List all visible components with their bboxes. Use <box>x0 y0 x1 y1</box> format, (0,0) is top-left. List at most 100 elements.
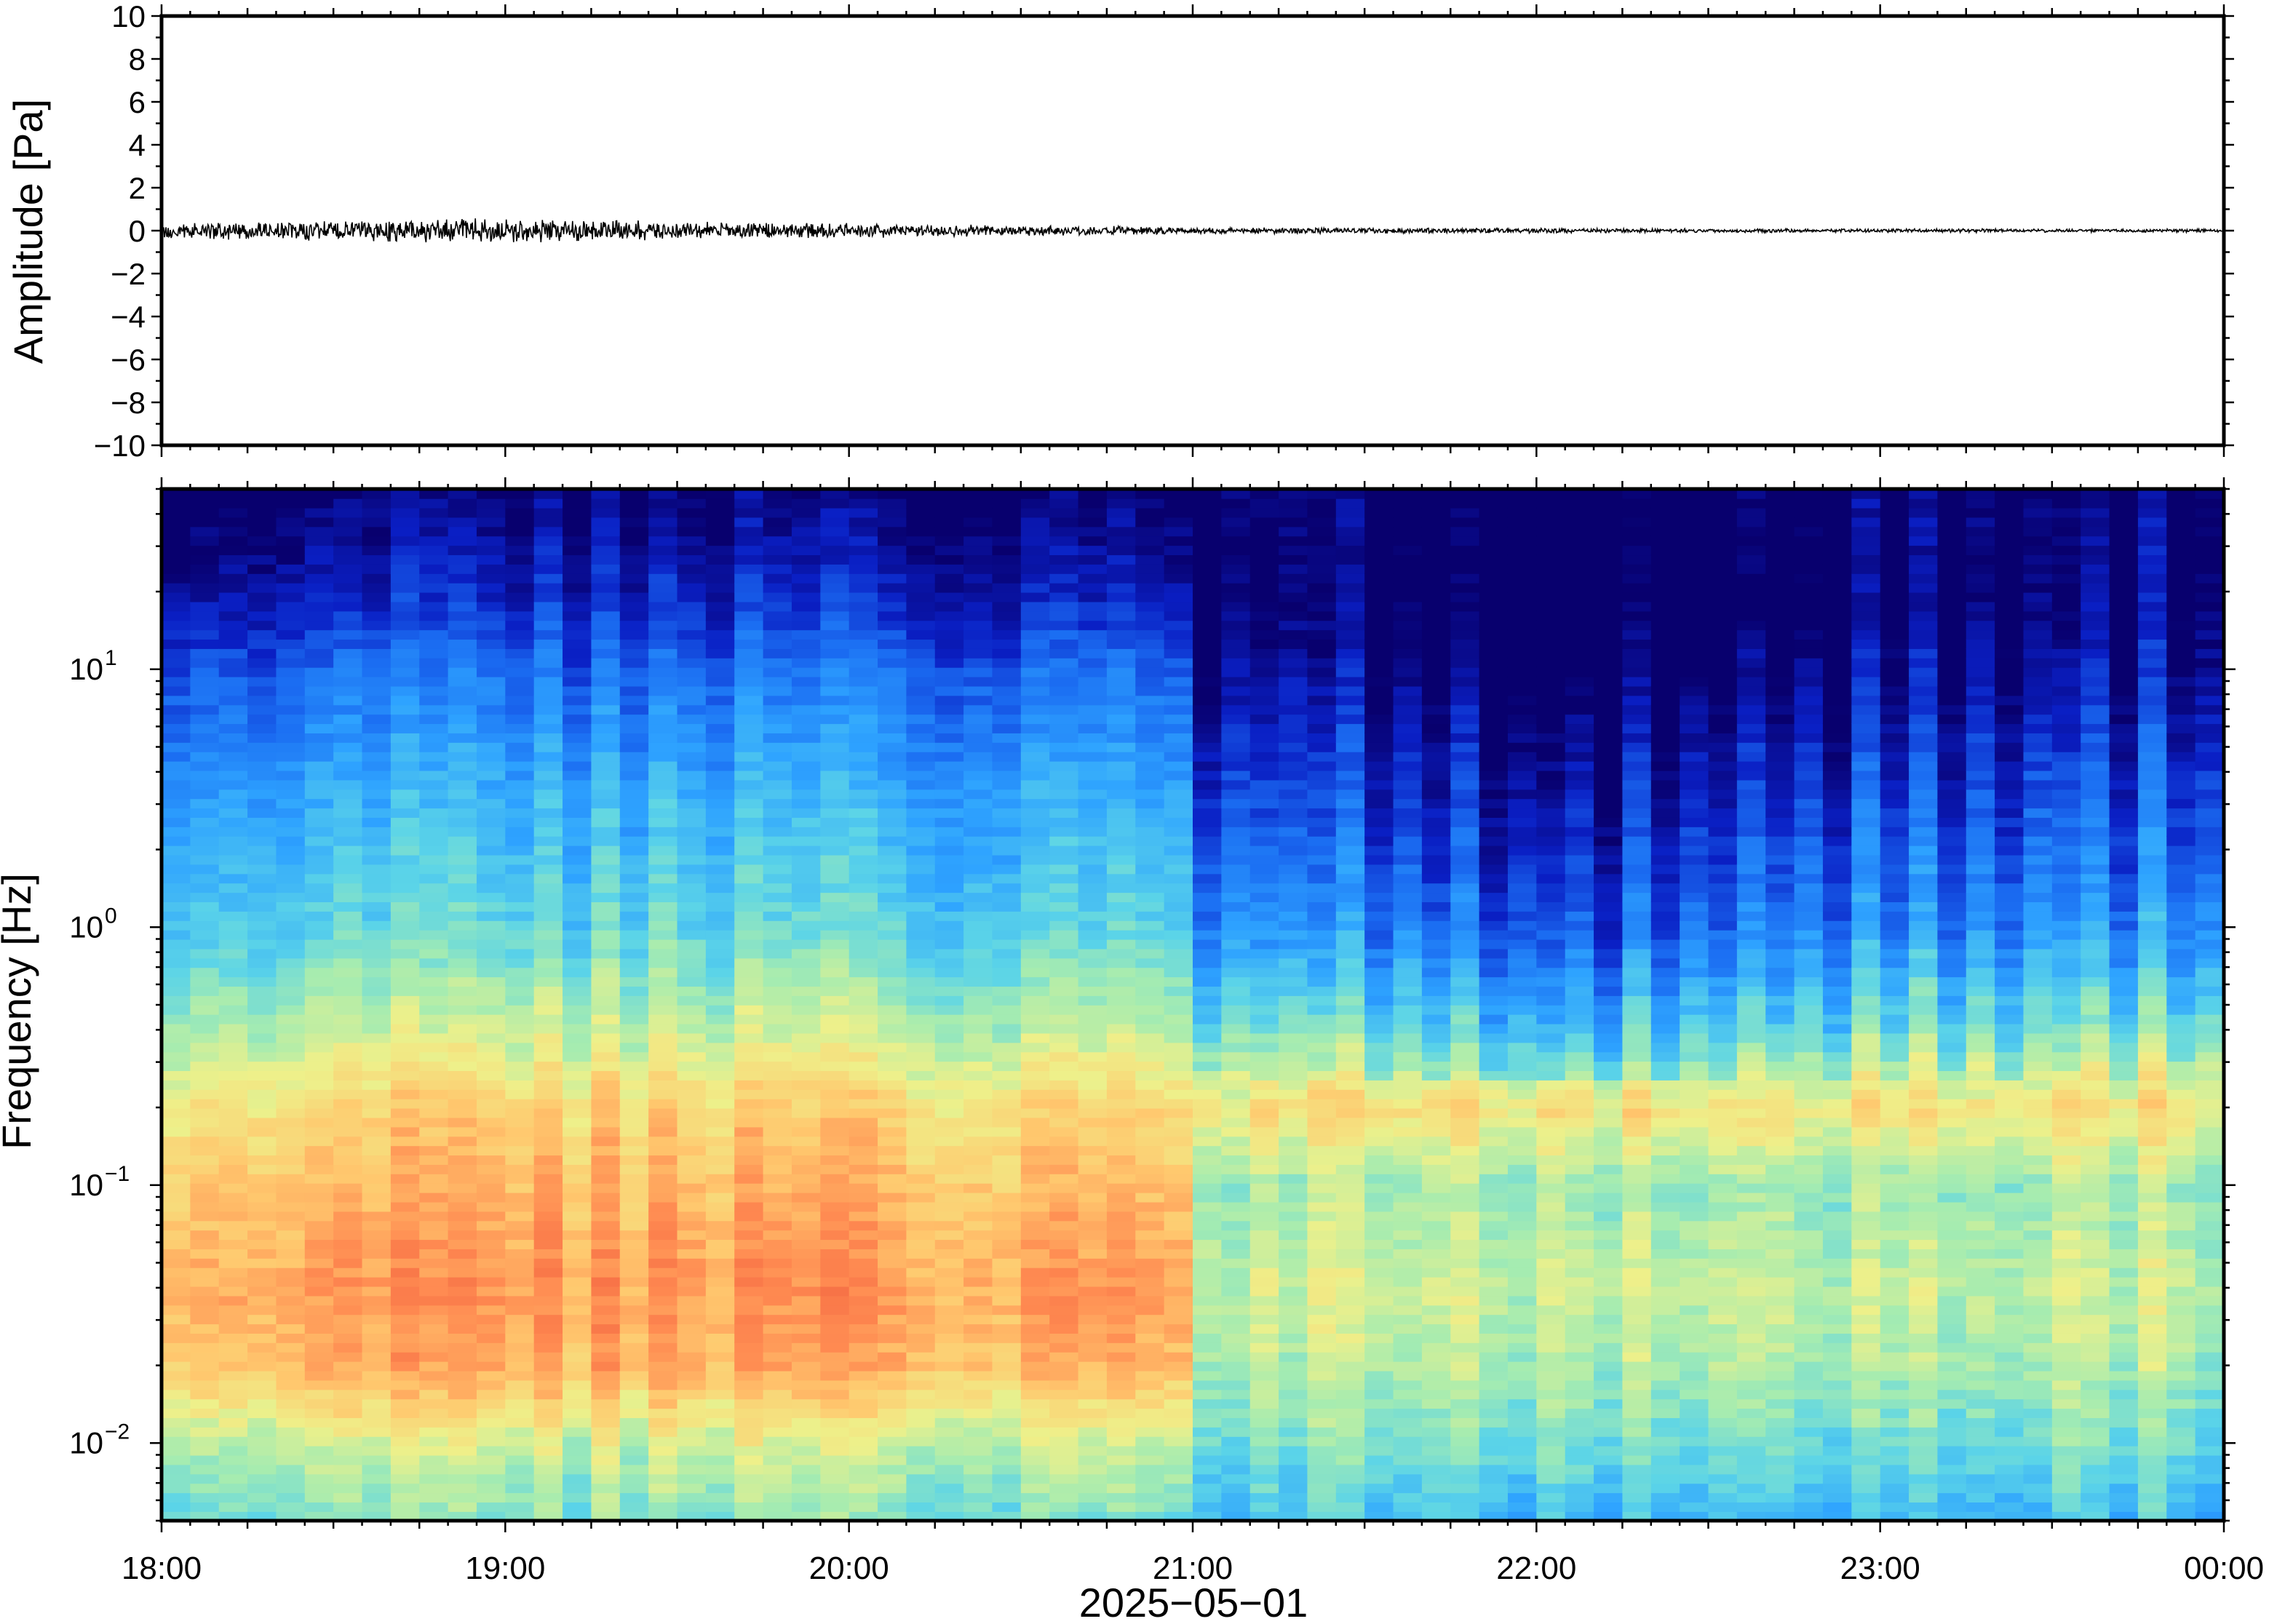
spectrogram-cell <box>1393 1436 1423 1446</box>
spectrogram-cell <box>190 1427 220 1437</box>
spectrogram-cell <box>1164 1417 1193 1428</box>
spectrogram-cell <box>1164 1305 1193 1315</box>
spectrogram-cell <box>505 1324 535 1334</box>
spectrogram-cell <box>734 1098 764 1109</box>
spectrogram-cell <box>304 573 334 584</box>
spectrogram-cell <box>820 1107 850 1118</box>
spectrogram-cell <box>1393 1182 1423 1193</box>
spectrogram-cell <box>1164 601 1193 612</box>
spectrogram-cell <box>1364 958 1394 968</box>
spectrogram-cell <box>1164 835 1193 846</box>
spectrogram-cell <box>1078 995 1108 1006</box>
spectrogram-cell <box>677 976 707 987</box>
spectrogram-cell <box>390 592 421 602</box>
spectrogram-cell <box>734 1145 764 1156</box>
spectrogram-cell <box>304 835 334 846</box>
spectrogram-cell <box>419 854 449 865</box>
spectrogram-cell <box>419 1351 449 1362</box>
spectrogram-cell <box>934 1014 964 1024</box>
spectrogram-cell <box>448 892 477 902</box>
spectrogram-cell <box>878 779 907 790</box>
spectrogram-cell <box>476 808 506 818</box>
spectrogram-cell <box>1078 1230 1108 1241</box>
spectrogram-cell <box>963 1220 993 1231</box>
spectrogram-cell <box>992 733 1022 743</box>
spectrogram-cell <box>563 1211 592 1222</box>
spectrogram-cell <box>1364 723 1394 733</box>
spectrogram-cell <box>1078 1502 1108 1512</box>
spectrogram-cell <box>1249 1464 1279 1475</box>
spectrogram-cell <box>1135 601 1165 612</box>
spectrogram-cell <box>1421 798 1452 809</box>
spectrogram-cell <box>304 1174 334 1184</box>
spectrogram-cell <box>705 835 736 846</box>
spectrogram-cell <box>1450 1155 1480 1165</box>
spectrogram-cell <box>820 817 850 827</box>
spectrogram-cell <box>533 1230 563 1241</box>
spectrogram-cell <box>820 498 850 509</box>
spectrogram-cell <box>1078 1117 1108 1128</box>
spectrogram-cell <box>906 1014 936 1024</box>
spectrogram-cell <box>247 1502 277 1512</box>
spectrogram-cell <box>849 685 878 696</box>
spectrogram-cell <box>1135 1136 1165 1147</box>
spectrogram-cell <box>1393 1417 1423 1428</box>
spectrogram-cell <box>448 1239 477 1249</box>
spectrogram-cell <box>849 1126 878 1137</box>
spectrogram-cell <box>1020 723 1050 733</box>
spectrogram-cell <box>162 714 191 725</box>
spectrogram-cell <box>1393 526 1423 537</box>
spectrogram-cell <box>992 976 1022 987</box>
spectrogram-cell <box>1193 1473 1223 1484</box>
spectrogram-cell <box>448 901 477 912</box>
spectrogram-cell <box>1393 1502 1423 1512</box>
spectrogram-cell <box>448 827 477 837</box>
spectrogram-cell <box>505 1314 535 1325</box>
spectrogram-cell <box>677 958 707 968</box>
spectrogram-cell <box>1335 1230 1365 1241</box>
spectrogram-cell <box>218 489 248 499</box>
spectrogram-cell <box>419 1211 449 1222</box>
spectrogram-cell <box>247 986 277 996</box>
spectrogram-cell <box>992 639 1022 649</box>
spectrogram-cell <box>448 835 477 846</box>
spectrogram-cell <box>1020 601 1050 612</box>
spectrogram-cell <box>1106 733 1137 743</box>
spectrogram-cell <box>1049 873 1079 884</box>
spectrogram-cell <box>476 995 506 1006</box>
spectrogram-cell <box>190 1295 220 1306</box>
spectrogram-cell <box>276 658 306 668</box>
spectrogram-cell <box>1249 1201 1279 1212</box>
spectrogram-cell <box>1106 1454 1137 1465</box>
spectrogram-cell <box>878 958 907 968</box>
spectrogram-cell <box>1421 1239 1452 1249</box>
spectrogram-cell <box>1307 582 1337 593</box>
spectrogram-cell <box>1049 883 1079 893</box>
spectrogram-cell <box>533 845 563 856</box>
spectrogram-cell <box>1421 1230 1452 1241</box>
spectrogram-cell <box>791 1502 822 1512</box>
spectrogram-cell <box>1393 929 1423 940</box>
spectrogram-cell <box>1279 1023 1308 1034</box>
spectrogram-cell <box>1421 1502 1452 1512</box>
spectrogram-cell <box>591 808 621 818</box>
spectrogram-cell <box>162 1051 191 1062</box>
spectrogram-cell <box>1335 620 1365 631</box>
spectrogram-cell <box>992 854 1022 865</box>
spectrogram-cell <box>934 1117 964 1128</box>
spectrogram-cell <box>1221 1080 1251 1090</box>
spectrogram-cell <box>390 1230 421 1241</box>
spectrogram-cell <box>162 676 191 687</box>
spectrogram-cell <box>677 892 707 902</box>
spectrogram-cell <box>1020 798 1050 809</box>
spectrogram-cell <box>820 1239 850 1249</box>
spectrogram-cell <box>677 1502 707 1512</box>
spectrogram-cell <box>791 695 822 706</box>
spectrogram-cell <box>820 892 850 902</box>
spectrogram-cell <box>849 610 878 621</box>
spectrogram-cell <box>1106 639 1137 649</box>
spectrogram-cell <box>1020 639 1050 649</box>
spectrogram-cell <box>849 835 878 846</box>
spectrogram-cell <box>362 1080 392 1090</box>
spectrogram-cell <box>992 1314 1022 1325</box>
